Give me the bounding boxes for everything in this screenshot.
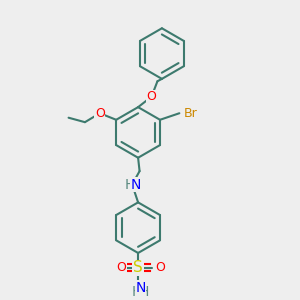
Text: N: N bbox=[135, 281, 146, 295]
Text: O: O bbox=[155, 261, 165, 274]
Text: N: N bbox=[130, 178, 141, 191]
Text: H: H bbox=[124, 178, 135, 191]
Text: H: H bbox=[131, 285, 142, 299]
Text: O: O bbox=[147, 90, 156, 103]
Text: O: O bbox=[95, 107, 105, 120]
Text: O: O bbox=[116, 261, 126, 274]
Text: Br: Br bbox=[184, 107, 198, 120]
Text: S: S bbox=[133, 260, 143, 275]
Text: H: H bbox=[139, 285, 149, 299]
